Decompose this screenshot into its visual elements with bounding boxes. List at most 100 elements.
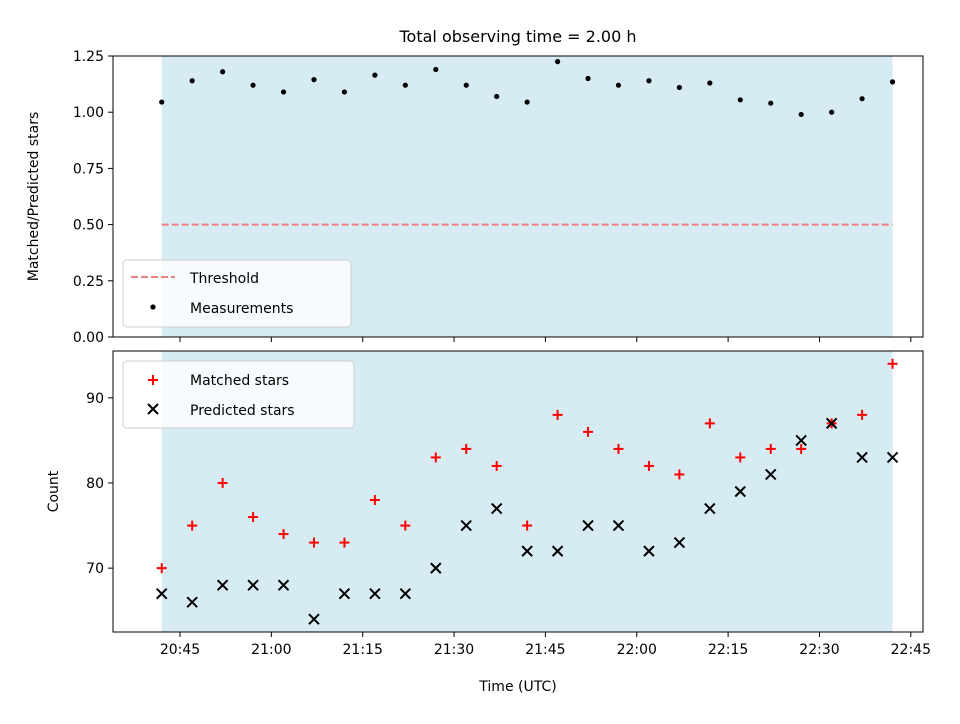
legend-threshold-label: Threshold (189, 271, 259, 287)
x-tick-label: 21:45 (525, 642, 565, 658)
matched-star-point (857, 409, 868, 420)
legend-x-marker (147, 403, 159, 415)
matched-star-point (217, 477, 228, 488)
predicted-star-point (582, 519, 594, 532)
measurement-point (829, 109, 835, 115)
legend-measurements-label: Measurements (190, 301, 293, 317)
y-tick-label: 0.00 (73, 330, 104, 346)
predicted-star-point (551, 545, 564, 557)
top-y-ticks: 0.00 0.25 0.50 0.75 1.00 1.25 (73, 49, 113, 346)
predicted-star-point (277, 579, 290, 591)
y-tick-label: 80 (86, 476, 104, 492)
matched-star-point (643, 460, 654, 471)
measurement-point (402, 82, 408, 88)
measurement-point (768, 100, 774, 106)
y-tick-label: 70 (86, 561, 104, 577)
count-panel: 70 80 90 20:45 21:00 21:15 21:30 21:45 22:00 22:… (46, 350, 931, 695)
predicted-star-point (490, 502, 503, 515)
matched-star-point (369, 495, 380, 506)
measurement-point (707, 80, 713, 86)
measurement-point (341, 89, 348, 95)
measurement-point (311, 77, 317, 83)
predicted-star-point (369, 587, 381, 600)
predicted-star-point (460, 519, 472, 532)
measurement-point (494, 93, 500, 100)
x-tick-label: 21:15 (343, 642, 383, 658)
matched-star-point (278, 529, 289, 540)
predicted-star-point (156, 587, 168, 600)
bottom-x-ticks: 20:45 21:00 21:15 21:30 21:45 22:00 22:15 22:30… (160, 632, 931, 658)
matched-star-point (552, 409, 563, 420)
x-tick-label: 22:00 (617, 642, 657, 658)
measurement-point (159, 99, 165, 105)
ratio-panel: 0.00 0.25 0.50 0.75 1.00 1.25 Total observing… (26, 27, 924, 346)
matched-star-point (461, 443, 472, 454)
legend-measurement-swatch (150, 304, 156, 310)
measurement-point (250, 82, 256, 88)
matched-star-point (156, 563, 167, 574)
x-tick-label: 21:00 (251, 642, 291, 658)
matched-star-point (765, 443, 776, 454)
chart-title: Total observing time = 2.00 h (398, 27, 636, 46)
predicted-star-point (430, 562, 442, 574)
measurement-point (524, 99, 530, 105)
predicted-star-point (399, 587, 412, 600)
matched-star-point (796, 443, 807, 454)
y-tick-label: 0.50 (73, 218, 104, 234)
x-tick-label: 22:45 (891, 642, 931, 658)
x-tick-label: 22:30 (799, 642, 839, 658)
matched-star-point (400, 520, 411, 531)
y-tick-label: 0.75 (73, 161, 104, 177)
bottom-legend: Matched stars Predicted stars (122, 360, 355, 429)
matched-star-point (613, 443, 624, 454)
measurement-point (615, 82, 622, 88)
legend-plus-marker (148, 375, 158, 385)
predicted-star-point (795, 434, 807, 447)
matched-star-point (339, 537, 350, 548)
predicted-star-points (156, 417, 899, 625)
predicted-star-point (643, 545, 655, 557)
measurement-point (859, 96, 865, 102)
measurement-points (159, 59, 896, 118)
measurement-point (554, 59, 561, 65)
measurement-point (280, 89, 287, 95)
matched-star-point (308, 537, 319, 548)
predicted-star-point (521, 545, 533, 557)
y-tick-label: 0.25 (73, 274, 104, 290)
y-tick-label: 1.25 (73, 49, 104, 65)
top-y-axis-label: Matched/Predicted stars (26, 112, 42, 282)
measurement-point (798, 111, 804, 118)
measurement-point (463, 82, 469, 88)
predicted-star-point (216, 579, 229, 591)
predicted-star-point (734, 485, 747, 498)
legend-matched-label: Matched stars (190, 373, 289, 389)
predicted-star-point (704, 502, 716, 515)
predicted-star-point (825, 417, 838, 430)
matched-star-point (522, 520, 533, 531)
measurement-point (646, 78, 652, 84)
top-legend-box (122, 259, 352, 328)
measurement-point (585, 75, 591, 82)
predicted-star-point (247, 579, 259, 591)
top-x-ticks (179, 337, 912, 342)
y-tick-label: 1.00 (73, 105, 104, 121)
bottom-axes-frame (112, 350, 924, 633)
x-tick-label: 22:15 (708, 642, 748, 658)
predicted-star-point (886, 451, 899, 464)
matched-star-point (430, 452, 441, 463)
matched-star-point (491, 460, 502, 471)
measurement-point (189, 78, 195, 84)
matched-star-point (583, 426, 594, 437)
measurement-point (372, 72, 378, 78)
x-axis-label: Time (UTC) (478, 679, 556, 695)
legend-predicted-swatch (147, 403, 159, 415)
bottom-y-ticks: 70 80 90 (86, 391, 113, 577)
matched-star-point (248, 512, 259, 523)
measurement-point (220, 69, 226, 75)
matched-star-point (704, 418, 715, 429)
measurement-point (737, 97, 743, 103)
matched-star-point (674, 469, 685, 480)
top-legend: Threshold Measurements (122, 259, 352, 328)
predicted-star-point (765, 468, 777, 481)
